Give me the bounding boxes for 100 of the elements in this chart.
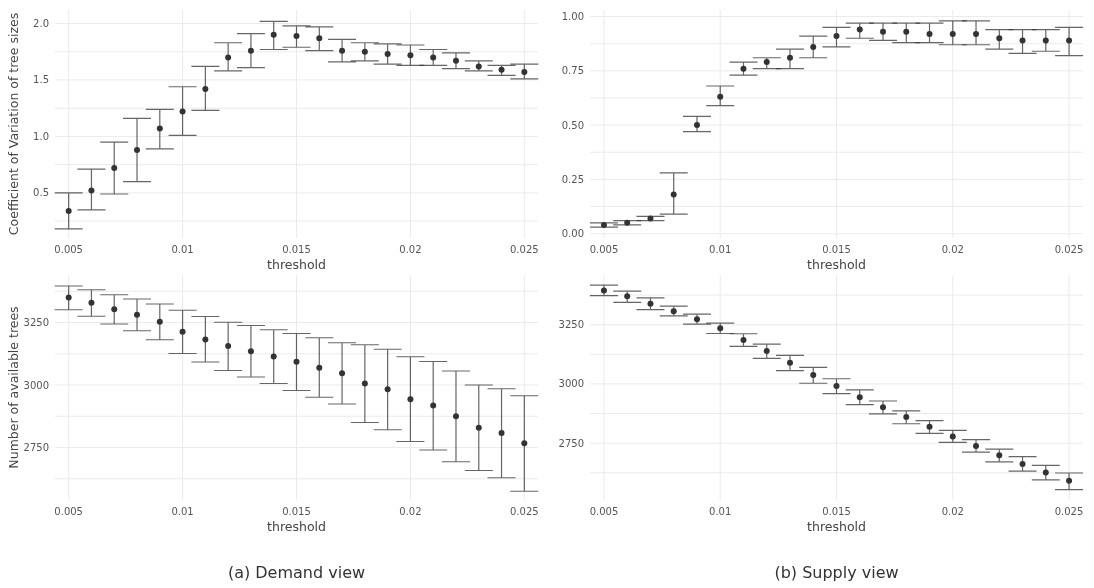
point xyxy=(179,328,186,335)
y-tick-label: 3250 xyxy=(558,319,584,331)
x-tick-label: 0.02 xyxy=(941,244,964,255)
point xyxy=(717,325,724,332)
point xyxy=(786,54,793,61)
point xyxy=(316,364,323,371)
point xyxy=(949,30,956,37)
y-tick-label: 3000 xyxy=(23,379,49,391)
x-tick-label: 0.005 xyxy=(54,506,83,517)
text: (a) Demand view xyxy=(227,563,366,582)
point xyxy=(384,51,391,58)
point xyxy=(521,69,528,76)
point xyxy=(475,63,482,70)
x-tick-label: 0.02 xyxy=(399,244,422,255)
x-tick-label: 0.005 xyxy=(54,244,83,255)
x-tick-label: 0.025 xyxy=(510,244,539,255)
point xyxy=(600,287,607,294)
x-axis-title: threshold xyxy=(807,257,866,272)
point xyxy=(339,47,346,54)
point xyxy=(475,424,482,431)
y-tick-label: 0.5 xyxy=(33,187,49,199)
x-tick-label: 0.02 xyxy=(399,506,422,517)
point xyxy=(1042,469,1049,476)
point xyxy=(647,215,654,222)
point xyxy=(810,43,817,50)
y-axis-title: Coefficient of Variation of tree sizes xyxy=(6,12,21,236)
point xyxy=(452,413,459,420)
point xyxy=(65,207,72,214)
y-axis-title: Number of available trees xyxy=(6,306,21,469)
point xyxy=(833,33,840,40)
point xyxy=(1042,37,1049,44)
point xyxy=(156,318,163,325)
point xyxy=(247,47,254,54)
y-tick-label: 2.0 xyxy=(33,18,49,30)
point xyxy=(247,348,254,355)
point xyxy=(293,358,300,365)
point xyxy=(156,125,163,132)
point xyxy=(521,440,528,447)
point xyxy=(498,430,505,436)
point xyxy=(624,293,631,300)
point xyxy=(1019,37,1026,44)
point xyxy=(717,93,724,100)
x-tick-label: 0.01 xyxy=(171,244,194,255)
point xyxy=(384,386,391,393)
point xyxy=(763,348,770,355)
point xyxy=(926,30,933,37)
y-tick-label: 0.75 xyxy=(561,65,584,77)
point xyxy=(270,353,277,360)
point xyxy=(452,57,459,64)
point xyxy=(111,165,118,172)
point xyxy=(949,433,956,440)
point xyxy=(926,423,933,430)
point xyxy=(316,35,323,42)
text: (b) Supply view xyxy=(774,563,899,582)
point xyxy=(225,343,232,349)
point xyxy=(740,65,747,72)
point xyxy=(693,316,700,323)
point xyxy=(407,52,414,59)
y-tick-label: 1.5 xyxy=(33,74,49,86)
x-tick-label: 0.025 xyxy=(510,506,539,517)
point xyxy=(111,306,118,313)
point xyxy=(202,336,209,343)
point xyxy=(624,219,631,226)
point xyxy=(786,359,793,366)
point xyxy=(670,191,677,198)
y-tick-label: 3000 xyxy=(558,378,584,390)
y-tick-label: 2750 xyxy=(23,442,49,453)
x-tick-label: 0.005 xyxy=(589,506,619,517)
x-tick-label: 0.015 xyxy=(822,244,851,255)
x-tick-label: 0.02 xyxy=(941,506,964,517)
point xyxy=(856,394,863,401)
point xyxy=(903,28,910,35)
x-tick-label: 0.025 xyxy=(1054,506,1084,517)
point xyxy=(810,371,817,378)
point xyxy=(361,48,368,55)
y-tick-label: 0.50 xyxy=(561,119,584,131)
point xyxy=(996,452,1003,459)
point xyxy=(600,221,607,228)
point xyxy=(225,54,232,61)
point xyxy=(88,299,95,306)
point xyxy=(880,404,887,411)
y-tick-label: 2750 xyxy=(558,437,584,449)
x-tick-label: 0.01 xyxy=(171,506,194,517)
point xyxy=(856,26,863,33)
point xyxy=(693,122,700,129)
x-tick-label: 0.005 xyxy=(589,244,619,255)
point xyxy=(1066,37,1073,44)
x-axis-title: threshold xyxy=(267,257,326,272)
point xyxy=(88,187,95,194)
point xyxy=(270,31,277,38)
point xyxy=(430,54,437,61)
point xyxy=(903,414,910,421)
point xyxy=(498,66,505,73)
x-tick-label: 0.025 xyxy=(1054,244,1084,255)
point xyxy=(973,30,980,37)
point xyxy=(407,396,414,403)
y-tick-label: 1.0 xyxy=(33,130,49,142)
point xyxy=(65,294,72,301)
y-tick-label: 3250 xyxy=(23,317,49,328)
x-axis-title: threshold xyxy=(267,519,326,534)
